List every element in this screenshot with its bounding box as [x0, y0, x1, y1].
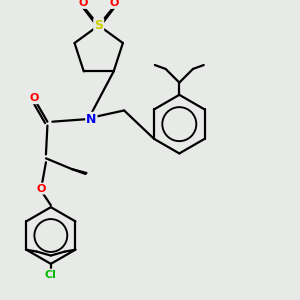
Text: O: O	[29, 93, 39, 103]
Text: O: O	[78, 0, 88, 8]
Text: N: N	[86, 113, 97, 126]
Text: O: O	[36, 184, 46, 194]
Text: Cl: Cl	[45, 270, 57, 280]
Text: O: O	[110, 0, 119, 8]
Text: S: S	[94, 19, 103, 32]
